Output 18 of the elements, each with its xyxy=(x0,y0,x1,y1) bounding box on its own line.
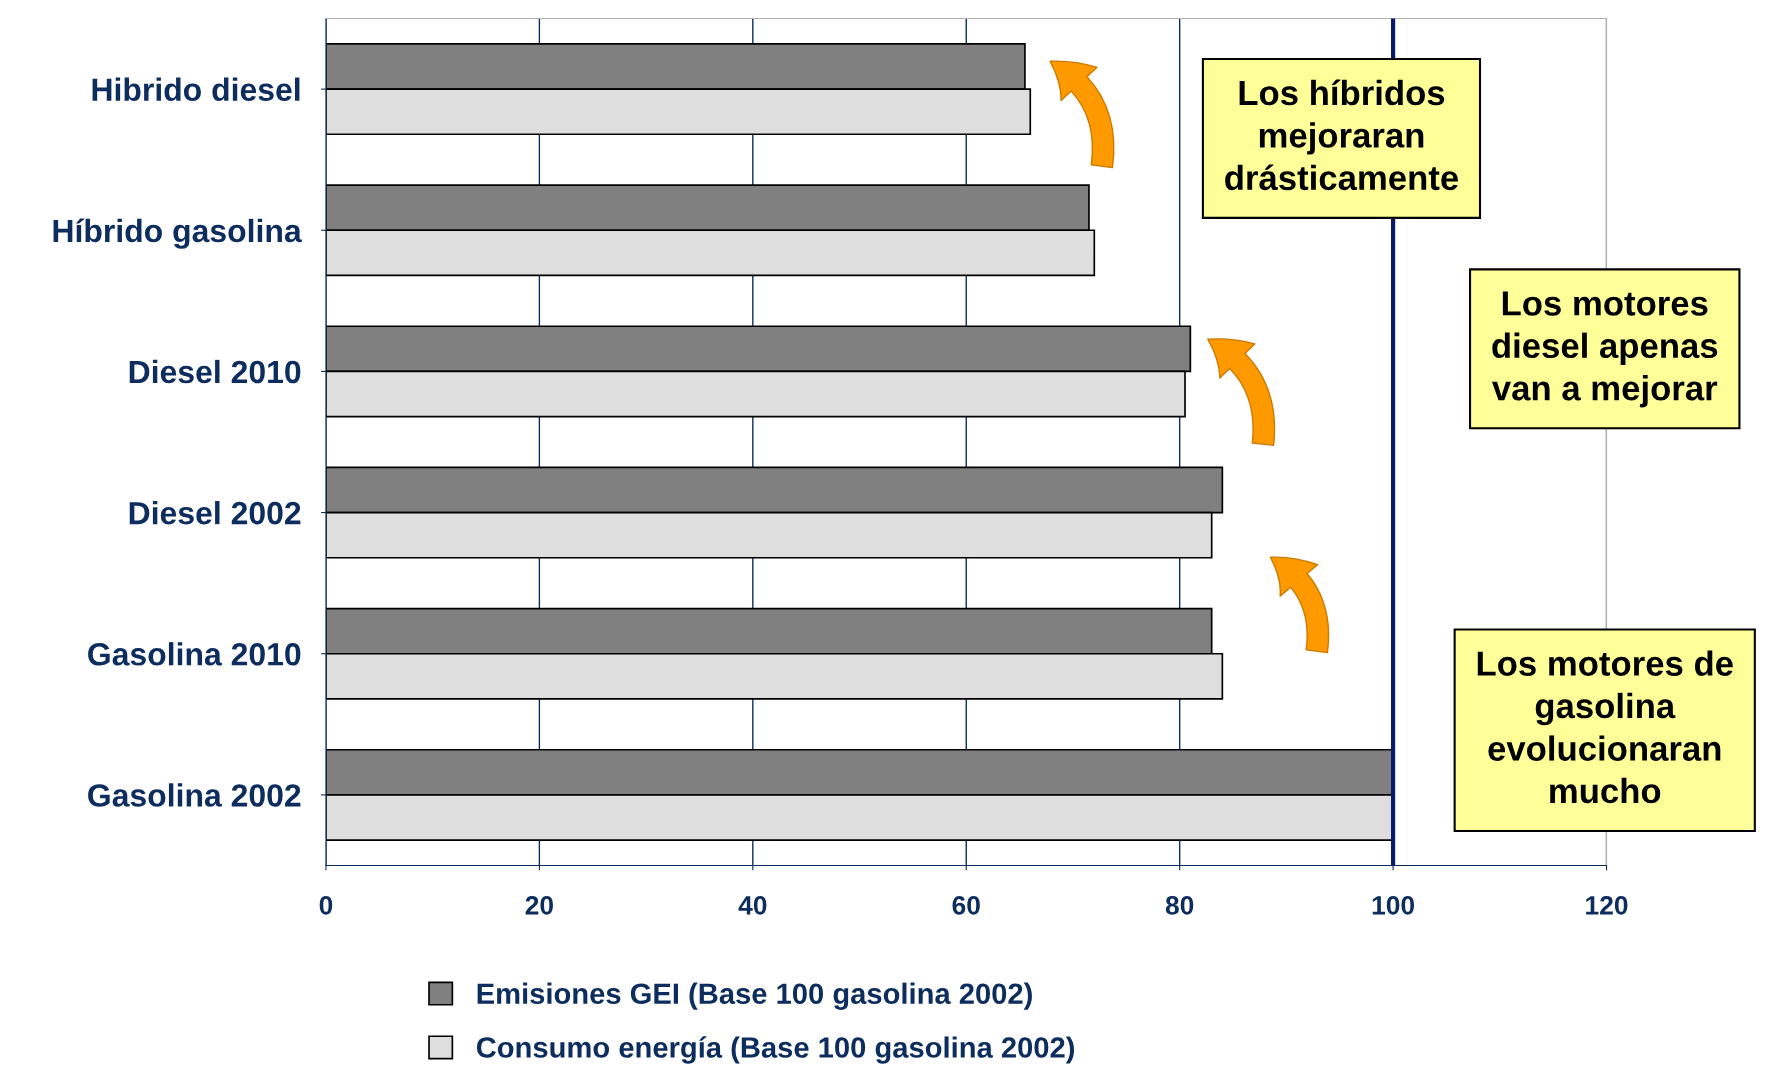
legend-label: Emisiones GEI (Base 100 gasolina 2002) xyxy=(477,982,1032,1010)
y-tick-label: Diesel 2010 xyxy=(129,359,301,384)
x-tick-label: 20 xyxy=(525,896,553,915)
y-tick-label: Híbrido gasolina xyxy=(53,218,302,249)
x-tick-label: 60 xyxy=(952,896,980,915)
x-tick-label: 100 xyxy=(1372,896,1415,915)
x-tick-label: 120 xyxy=(1586,896,1628,915)
x-tick-label: 80 xyxy=(1165,896,1194,915)
annotation: Los motores de gasolina evolucionaran mucho xyxy=(1477,650,1733,804)
annotation: Los híbridos mejoraran drásticamente xyxy=(1225,79,1458,191)
legend-label: Consumo energía (Base 100 gasolina 2002) xyxy=(476,1036,1075,1064)
y-tick-label: Diesel 2002 xyxy=(129,501,301,525)
y-tick-label: Hibrido diesel xyxy=(92,77,300,101)
x-tick-label: 0 xyxy=(319,896,333,915)
y-tick-label: Gasolina 2002 xyxy=(88,783,301,807)
x-tick-label: 40 xyxy=(738,896,767,915)
y-tick-label: Gasolina 2010 xyxy=(88,642,301,666)
annotation: Los motores diesel apenas van a mejorar xyxy=(1491,291,1718,408)
